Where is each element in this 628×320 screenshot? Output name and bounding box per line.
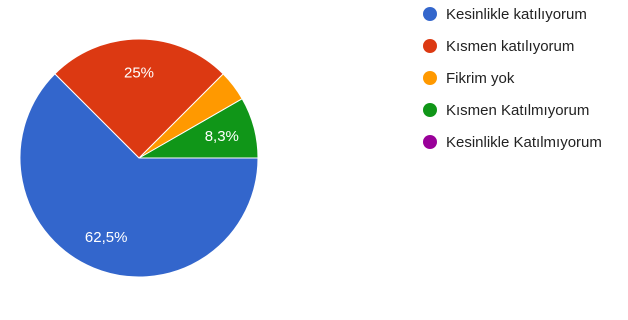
legend-swatch-3 (423, 103, 437, 117)
legend-label-0: Kesinlikle katılıyorum (446, 6, 587, 23)
legend-item-3[interactable]: Kısmen Katılmıyorum (423, 102, 589, 119)
legend-label-3: Kısmen Katılmıyorum (446, 102, 589, 119)
legend-label-1: Kısmen katılıyorum (446, 38, 574, 55)
legend-item-1[interactable]: Kısmen katılıyorum (423, 38, 574, 55)
pie-slice-1[interactable] (54, 38, 224, 159)
pie-slice-labels: 8,3% 25% 62,5% (85, 64, 239, 246)
pie-slice-label-3: 8,3% (205, 128, 239, 145)
legend-swatch-1 (423, 39, 437, 53)
legend: Kesinlikle katılıyorum Kısmen katılıyorum… (423, 6, 602, 151)
pie-slice-label-0: 62,5% (85, 229, 128, 246)
pie-slice-0[interactable] (19, 73, 259, 278)
legend-swatch-0 (423, 7, 437, 21)
legend-item-4[interactable]: Kesinlikle Katılmıyorum (423, 134, 602, 151)
legend-label-4: Kesinlikle Katılmıyorum (446, 134, 602, 151)
legend-swatch-2 (423, 71, 437, 85)
legend-label-2: Fikrim yok (446, 70, 515, 87)
pie-slices (19, 38, 259, 278)
legend-item-2[interactable]: Fikrim yok (423, 70, 515, 87)
pie-slice-label-1: 25% (124, 64, 154, 81)
legend-item-0[interactable]: Kesinlikle katılıyorum (423, 6, 587, 23)
legend-swatch-4 (423, 135, 437, 149)
